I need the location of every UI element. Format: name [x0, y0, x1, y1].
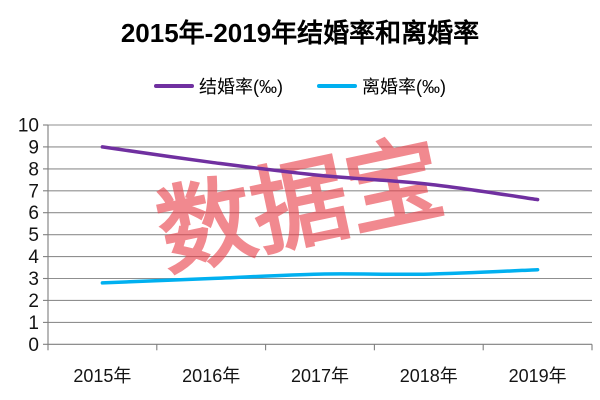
x-axis-label: 2017年: [291, 366, 349, 386]
marriage-line-swatch-icon: [154, 84, 194, 88]
legend-item-marriage-rate: 结婚率(‰): [154, 73, 283, 99]
y-tick-label: 5: [28, 225, 39, 246]
y-tick-label: 3: [28, 269, 39, 290]
y-tick-label: 8: [28, 159, 39, 180]
x-axis-label: 2019年: [509, 366, 567, 386]
y-tick-label: 9: [28, 137, 39, 158]
legend-label-divorce-rate: 离婚率(‰): [362, 77, 446, 97]
divorce-rate-line: [100, 267, 540, 285]
legend: 结婚率(‰) 离婚率(‰): [0, 73, 600, 99]
y-tick-label: 4: [28, 247, 39, 268]
y-tick-label: 1: [28, 313, 39, 334]
chart-title: 2015年-2019年结婚率和离婚率: [120, 18, 480, 48]
y-tick-label: 7: [28, 181, 39, 202]
y-tick-label: 0: [28, 335, 39, 356]
y-tick-label: 2: [28, 291, 39, 312]
legend-item-divorce-rate: 离婚率(‰): [317, 73, 446, 99]
watermark-text: 数据宝: [148, 124, 452, 289]
x-axis-label: 2015年: [73, 366, 131, 386]
divorce-line-swatch-icon: [317, 84, 357, 88]
x-axis-label: 2016年: [182, 366, 240, 386]
marriage-rate-line: [100, 145, 540, 202]
legend-label-marriage-rate: 结婚率(‰): [199, 77, 283, 97]
y-tick-label: 10: [18, 116, 39, 137]
x-axis-label: 2018年: [400, 366, 458, 386]
y-tick-label: 6: [28, 203, 39, 224]
